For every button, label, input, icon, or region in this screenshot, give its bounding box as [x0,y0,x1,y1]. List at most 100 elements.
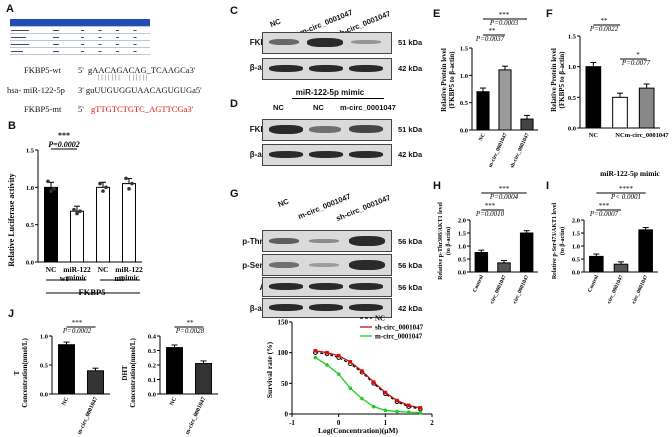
bar [474,252,489,273]
bar [638,229,653,273]
x-tick-label: sh-circ_0001047 [509,274,531,304]
e-p2: P=0.0037 [475,35,505,43]
g-blot-actin [262,298,392,318]
bar [70,210,84,263]
x-tick-label: m-circ_0001047 [625,132,670,139]
x-tick-label: sh-circ_0001047 [628,274,650,304]
y-tick-label: 0.0 [568,126,576,133]
y-tick-label: 1.0 [40,334,48,341]
panel-label-h: H [433,180,441,192]
y-tick-label: 1.5 [568,34,577,41]
binding-site-table: ▬▬▬▬▬▬ ▬▬ ▬ ▬ ▬ ▬ ▬▬▬▬▬ ▬▬ ▬ ▬ ▬ ▬ ▬▬▬▬▬▬ ▬▬ ▬ ▬ ▬ ▬ ▬▬… [10,19,150,55]
chart-e: Relative Protein level (FKBP5 to β-actin… [440,11,538,169]
g-kda-2: 56 kDa [398,261,423,270]
panel-label-i: I [546,180,550,192]
f-p1: P=0.0022 [589,25,619,33]
y-tick-label: 2.0 [572,218,580,225]
i-p1: P< 0.0001 [610,193,641,201]
data-point [336,372,341,376]
bar [638,87,655,129]
panel-label-d: D [230,98,238,110]
jd-ylabel: DHT [121,365,129,381]
b-pval: P=0.0002 [48,140,79,149]
d-col-1: NC [273,103,284,112]
x-tick-label: Control [472,274,485,293]
y-tick-label: 100 [278,349,289,357]
data-point [130,181,134,186]
h-ylabel: Relative p-Thr308/AKT1 level [438,202,444,280]
d-kda-2: 42 kDa [398,150,423,159]
b-group-mt: mt [114,274,124,283]
x-tick-label: 1 [384,419,388,427]
chart-i: Relative p-Ser473/AKT1 level (to β-actin… [552,186,658,304]
b-sig: *** [58,131,70,140]
data-point [418,410,423,415]
jd-ylabel2: Concentration(nmol/L) [129,338,137,408]
chart-f: Relative Protein level (FKBP5 to β-actin… [550,17,670,178]
seq-mt-label: FKBP5-mt [24,104,62,114]
y-tick-label: 0.0 [460,128,468,135]
y-tick-label: 1.5 [572,231,581,238]
seq-pairing: ||||||| |||||| [98,75,150,81]
data-point [360,396,364,401]
seq-mir-label: hsa- miR-122-5p [7,85,65,95]
x-tick-label: m-circ_0001047 [185,396,208,435]
y-tick-label: 0.0 [40,392,48,399]
data-point [325,350,329,355]
b-group-wt: wt [60,274,69,283]
jt-ylabel2: Concentration(nmol/L) [21,338,29,408]
g-blot-thr308 [262,230,392,252]
data-point [98,181,102,186]
x-tick-label: NC [478,132,487,142]
bar [476,91,490,131]
h-ylabel2: (to β-actin) [445,227,452,255]
chart-j-t: T Concentration(nmol/L) 0.0 0.5 1.0 NC m-cir… [13,319,110,436]
jt-p: P=0.0002 [62,327,92,335]
data-point [406,403,411,408]
panel-label-g: G [230,188,239,200]
data-point [348,386,353,391]
series-line [314,357,421,414]
c-col-1: NC [268,16,283,29]
e-sig1: *** [499,11,510,19]
data-point [72,207,76,212]
data-point [101,189,105,193]
x-tick-label: m-circ_0001047 [77,396,100,435]
y-tick-label: 0.3 [148,348,157,355]
chart-b: Relative Luciferase activity 0.0 0.5 1.0 1.… [7,131,143,297]
x-tick-label: m-circ_0001047 [604,274,625,304]
d-kda-1: 51 kDa [398,125,423,134]
x-tick-label: m-circ_0001047 [487,274,508,304]
g-kda-3: 56 kDa [398,283,423,292]
x-tick-label: NC [46,265,57,274]
b-gene: FKBP5 [79,287,106,297]
g-col-1: NC [276,196,291,209]
d-blot-actin [262,144,392,166]
f-ylabel: Relative Protein level [550,48,558,112]
chart-h: Relative p-Thr308/AKT1 level (to β-actin… [438,186,538,304]
i-sig2: *** [599,202,610,210]
y-tick-label: 50 [281,380,289,388]
data-point [313,355,318,360]
y-tick-label: 0.5 [460,100,469,107]
panel-label-e: E [433,8,441,20]
bar [589,255,604,273]
bar [498,69,512,131]
bar [520,118,534,131]
data-point [104,185,108,190]
h-sig2: *** [485,202,496,210]
y-tick-label: 0 [285,411,289,419]
f-p2: P=0.0077 [621,59,651,67]
bar [44,186,58,263]
i-ylabel2: (to β-actin) [559,227,566,255]
x-tick-label: NC [61,396,70,406]
bar [585,66,602,129]
series-line [315,352,421,410]
data-point [406,410,411,414]
x-tick-label: mimic [67,273,88,282]
y-tick-label: 1.0 [568,64,576,71]
data-point [395,398,399,403]
panel-label-a: A [6,3,14,15]
y-tick-label: 1.0 [572,244,580,251]
f-sig2: * [636,51,640,59]
